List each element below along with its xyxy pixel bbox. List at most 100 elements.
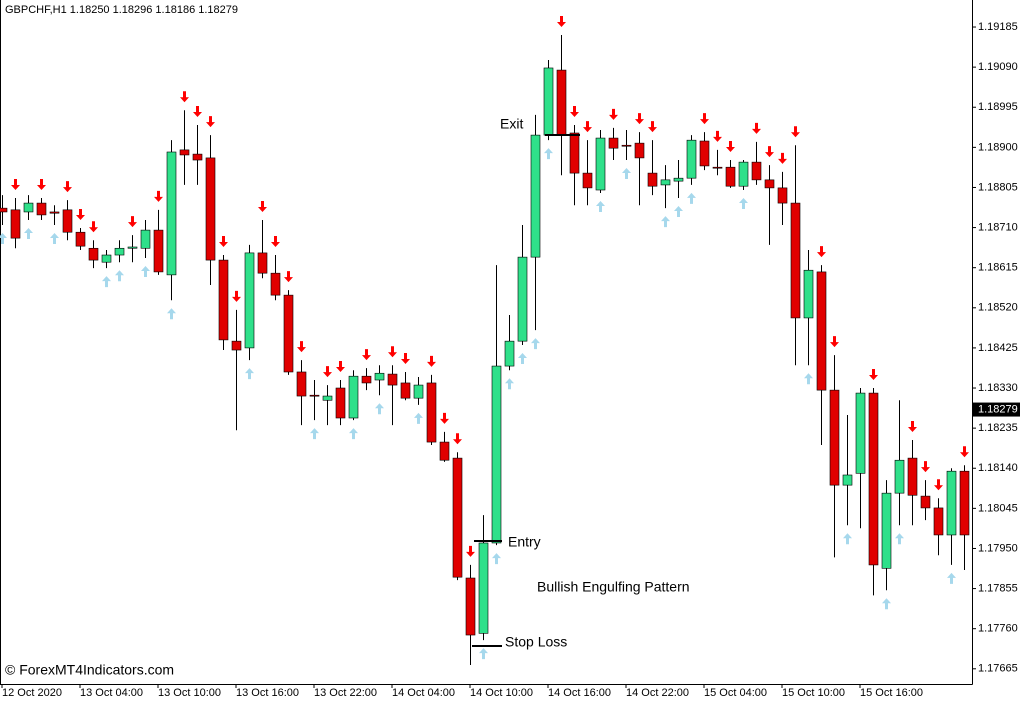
candle-body	[634, 142, 645, 159]
candle-body	[140, 229, 151, 249]
candle-body	[647, 172, 658, 187]
candle-body	[231, 340, 242, 351]
buy-arrow	[167, 308, 176, 320]
candle-body	[920, 495, 931, 509]
candle-body	[868, 392, 879, 566]
y-tick-label: 1.18615	[978, 262, 1018, 274]
sell-arrow	[960, 446, 969, 458]
buy-arrow	[882, 598, 891, 610]
candle-body	[127, 246, 138, 249]
candle-body	[881, 492, 892, 569]
x-tick-label: 12 Oct 2020	[2, 687, 62, 699]
y-tick-label: 1.18805	[978, 181, 1018, 193]
sell-arrow	[219, 236, 228, 248]
x-tick-label: 14 Oct 22:00	[626, 687, 689, 699]
candle-body	[309, 394, 320, 397]
buy-arrow	[115, 270, 124, 282]
buy-arrow	[518, 352, 527, 364]
sell-arrow	[765, 146, 774, 158]
sell-arrow	[76, 209, 85, 220]
candle-body	[621, 144, 632, 147]
sell-arrow	[570, 105, 579, 117]
candle-body	[166, 151, 177, 276]
buy-arrow	[414, 412, 423, 424]
candle-body	[179, 149, 190, 156]
buy-arrow	[947, 572, 956, 584]
candle-body	[569, 132, 580, 174]
y-tick-label: 1.17665	[978, 663, 1018, 675]
y-tick-label: 1.18330	[978, 382, 1018, 394]
sell-arrow	[648, 121, 657, 133]
x-tick-label: 13 Oct 22:00	[314, 687, 377, 699]
buy-arrow	[596, 200, 605, 212]
y-tick-label: 1.17760	[978, 623, 1018, 635]
candle-body	[36, 202, 47, 216]
candle-body	[426, 382, 437, 443]
candle-body	[0, 207, 8, 213]
candle-body	[62, 209, 73, 233]
sell-arrow	[778, 152, 787, 164]
x-tick-label: 14 Oct 04:00	[392, 687, 455, 699]
copyright: © ForexMT4Indicators.com	[5, 662, 174, 678]
sell-arrow	[362, 349, 371, 361]
candle-body	[959, 470, 970, 536]
candle-body	[777, 187, 788, 204]
annotation: Entry	[508, 534, 541, 550]
plot	[0, 16, 970, 665]
candle-body	[49, 211, 60, 214]
candle-body	[803, 269, 814, 319]
sell-arrow	[193, 105, 202, 117]
sell-arrow	[232, 290, 241, 302]
candle-body	[829, 389, 840, 486]
buy-arrow	[505, 378, 514, 390]
buy-arrow	[531, 338, 540, 350]
sell-arrow	[869, 369, 878, 381]
candle-body	[543, 67, 554, 136]
sell-arrow	[557, 16, 566, 28]
buy-arrow	[492, 553, 501, 565]
candle-body	[764, 179, 775, 189]
candle-body	[322, 395, 333, 401]
sell-arrow	[583, 121, 592, 133]
candle-body	[88, 247, 99, 261]
candle-body	[283, 294, 294, 373]
annotation: Exit	[500, 116, 523, 132]
y-tick-label: 1.18900	[978, 141, 1018, 153]
sell-arrow	[752, 122, 761, 134]
sell-arrow	[89, 221, 98, 233]
candle-body	[556, 69, 567, 136]
candle-body	[907, 457, 918, 496]
sell-arrow	[908, 420, 917, 432]
buy-arrow	[375, 403, 384, 415]
candle-body	[751, 161, 762, 181]
candle-body	[75, 231, 86, 247]
candle-body	[478, 542, 489, 634]
buy-arrow	[245, 368, 254, 380]
candle-body	[361, 375, 372, 384]
x-tick-label: 15 Oct 16:00	[860, 687, 923, 699]
y-tick-label: 1.18710	[978, 221, 1018, 233]
x-tick-label: 13 Oct 16:00	[236, 687, 299, 699]
sell-arrow	[271, 236, 280, 248]
sell-arrow	[440, 412, 449, 424]
sell-arrow	[791, 126, 800, 138]
sell-arrow	[388, 346, 397, 358]
sell-arrow	[11, 179, 20, 191]
candle-body	[933, 507, 944, 536]
buy-arrow	[479, 648, 488, 660]
sell-arrow	[37, 179, 46, 191]
sell-arrow	[453, 433, 462, 445]
y-tick-label: 1.17950	[978, 542, 1018, 554]
buy-arrow	[50, 233, 59, 245]
candle-body	[504, 340, 515, 367]
sell-arrow	[700, 113, 709, 125]
annotation: Stop Loss	[505, 634, 567, 650]
candle-body	[595, 137, 606, 191]
buy-arrow	[739, 198, 748, 209]
x-tick-label: 15 Oct 10:00	[782, 687, 845, 699]
y-tick-label: 1.18045	[978, 502, 1018, 514]
buy-arrow	[687, 192, 696, 204]
sell-arrow	[713, 130, 722, 142]
y-tick-label: 1.18995	[978, 101, 1018, 113]
